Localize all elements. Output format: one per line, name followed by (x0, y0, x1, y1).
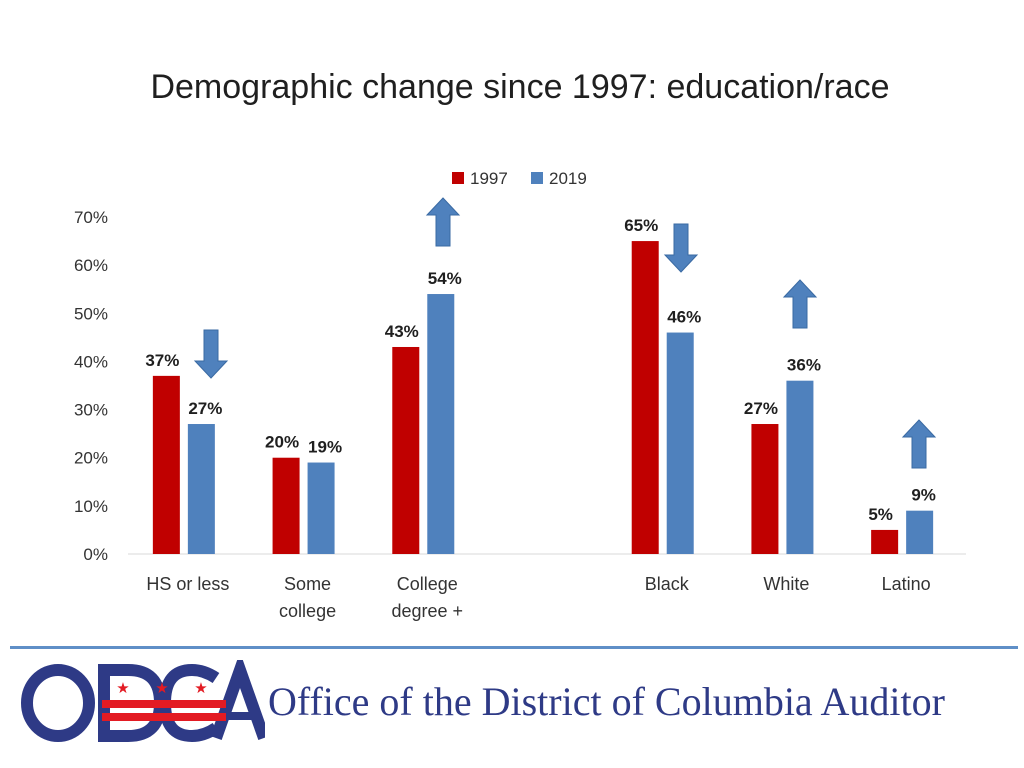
data-label: 9% (911, 486, 936, 505)
legend-swatch (531, 172, 543, 184)
chart-title: Demographic change since 1997: education… (150, 68, 890, 106)
data-label: 27% (188, 399, 222, 418)
y-tick-label: 10% (74, 497, 108, 516)
x-tick-label: college (279, 601, 336, 621)
bar-1997 (272, 457, 300, 554)
bar-2019 (307, 462, 335, 554)
data-label: 37% (145, 351, 179, 370)
y-tick-label: 30% (74, 401, 108, 420)
arrow-shape (425, 197, 461, 247)
x-tick-label: Latino (882, 574, 931, 594)
arrow-shape (782, 279, 818, 329)
arrow-shape (663, 223, 699, 273)
bar-2019 (666, 332, 694, 554)
y-tick-label: 70% (74, 208, 108, 227)
svg-text:★: ★ (116, 680, 129, 697)
y-tick-label: 0% (83, 545, 108, 564)
x-tick-label: degree + (392, 601, 464, 621)
y-tick-label: 20% (74, 449, 108, 468)
bar-1997 (631, 241, 659, 555)
legend-swatch (452, 172, 464, 184)
x-tick-label: Some (284, 574, 331, 594)
x-tick-label: HS or less (146, 574, 229, 594)
bar-1997 (751, 424, 779, 554)
data-label: 54% (428, 269, 462, 288)
y-tick-label: 60% (74, 256, 108, 275)
x-tick-label: White (763, 574, 809, 594)
change-arrow-up-icon (782, 279, 818, 329)
bar-1997 (152, 375, 180, 554)
bar-2019 (187, 424, 215, 554)
x-tick-label: College (397, 574, 458, 594)
x-tick-label: Black (645, 574, 690, 594)
legend-label: 2019 (549, 169, 587, 188)
change-arrow-up-icon (425, 197, 461, 247)
bar-2019 (906, 510, 934, 554)
data-label: 43% (385, 322, 419, 341)
data-label: 46% (667, 308, 701, 327)
data-label: 36% (787, 356, 821, 375)
arrow-shape (901, 419, 937, 469)
y-tick-label: 40% (74, 352, 108, 371)
organization-name: Office of the District of Columbia Audit… (268, 679, 945, 724)
bar-chart: 0% 10% 20% 30% 40% 50% 60% 70% HS or less 37% 27% S… (74, 169, 966, 621)
data-label: 19% (308, 438, 342, 457)
bar-2019 (427, 294, 455, 554)
bar-2019 (786, 380, 814, 554)
y-tick-label: 50% (74, 304, 108, 323)
bar-1997 (871, 529, 899, 554)
arrow-shape (193, 329, 229, 379)
change-arrow-down-icon (193, 329, 229, 379)
odca-logo: ★ ★ ★ (21, 660, 265, 743)
svg-text:★: ★ (155, 680, 168, 697)
bar-1997 (392, 346, 420, 554)
data-label: 65% (624, 216, 658, 235)
svg-text:★: ★ (194, 680, 207, 697)
change-arrow-down-icon (663, 223, 699, 273)
change-arrow-up-icon (901, 419, 937, 469)
data-label: 27% (744, 399, 778, 418)
footer-divider (10, 646, 1018, 649)
data-label: 5% (868, 505, 893, 524)
legend-label: 1997 (470, 169, 508, 188)
data-label: 20% (265, 433, 299, 452)
